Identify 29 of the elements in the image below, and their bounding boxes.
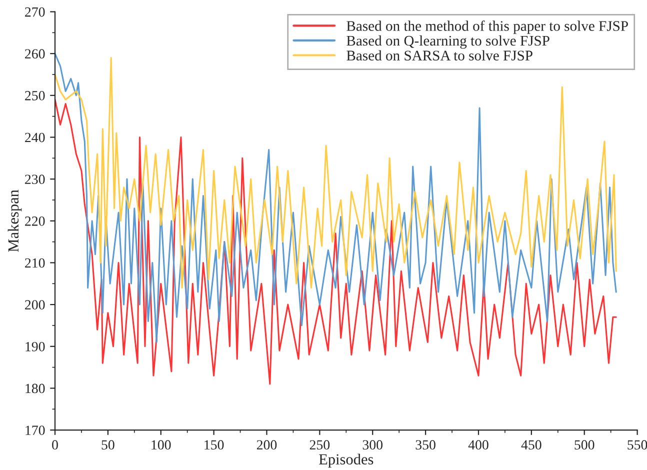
y-tick-label: 240 — [25, 132, 45, 142]
x-tick-label: 500 — [574, 440, 594, 450]
y-tick-label: 260 — [25, 49, 45, 59]
y-tick-label: 200 — [25, 300, 45, 310]
x-tick-label: 50 — [102, 440, 114, 450]
y-axis-title: Makespan — [8, 190, 22, 252]
x-axis-title: Episodes — [319, 454, 374, 468]
x-tick-label: 450 — [521, 440, 542, 450]
x-tick-label: 250 — [310, 440, 330, 450]
y-tick-label: 230 — [25, 174, 45, 184]
legend-label: Based on the method of this paper to solve FJSP — [346, 20, 628, 34]
legend-label: Based on SARSA to solve FJSP — [346, 50, 532, 60]
x-tick-label: 300 — [362, 440, 382, 450]
y-tick-label: 270 — [25, 7, 45, 17]
x-tick-label: 550 — [628, 440, 647, 450]
x-tick-label: 100 — [152, 440, 171, 450]
y-tick-label: 220 — [25, 216, 45, 226]
x-tick-label: 350 — [416, 440, 436, 450]
x-tick-label: 200 — [256, 440, 277, 450]
x-tick-label: 0 — [52, 440, 58, 450]
y-tick-label: 170 — [26, 426, 45, 436]
y-tick-label: 180 — [26, 384, 45, 394]
y-tick-label: 210 — [25, 258, 45, 268]
y-tick-label: 250 — [25, 90, 45, 100]
legend-label: Based on Q-learning to solve FJSP — [346, 35, 550, 49]
line-series — [54, 98, 617, 385]
x-tick-label: 400 — [468, 440, 488, 450]
y-tick-label: 190 — [26, 342, 45, 352]
x-tick-label: 150 — [204, 440, 224, 450]
